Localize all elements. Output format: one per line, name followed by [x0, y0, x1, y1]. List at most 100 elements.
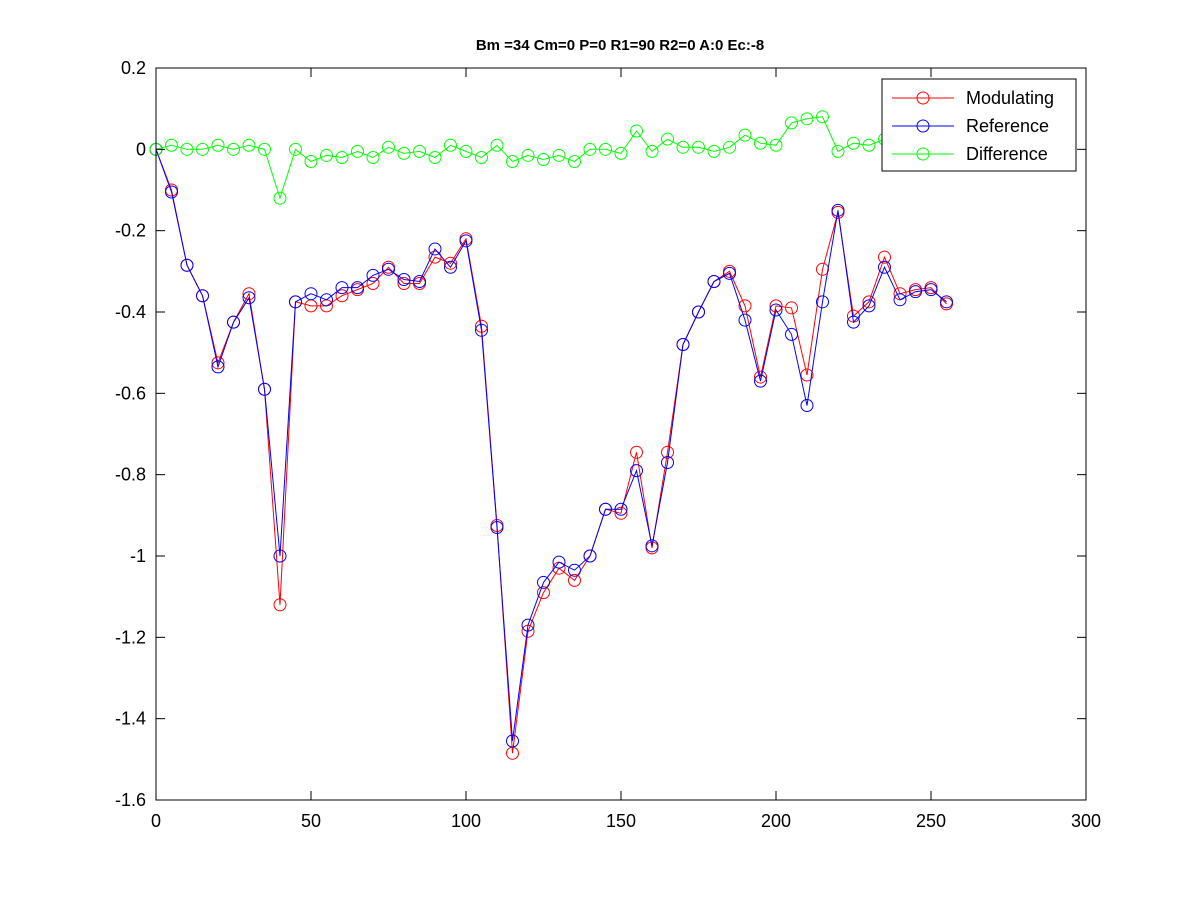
difference-point: [165, 138, 178, 152]
ticks-layer: 0 50 100 150 200 250 300 0.2 0 -0.2 -0.4 -0.6 -0.8 -1…: [115, 58, 1101, 831]
difference-point: [707, 144, 721, 158]
difference-point: [800, 112, 814, 126]
modulating-point: [661, 445, 674, 459]
difference-point: [537, 153, 550, 166]
difference-point: [754, 136, 767, 150]
difference-point: [320, 148, 333, 162]
x-tick-label: 0: [151, 811, 161, 831]
reference-line: [155, 149, 947, 742]
difference-point: [692, 140, 705, 154]
difference-point: [676, 140, 690, 154]
difference-point: [506, 155, 519, 169]
reference-point: [335, 281, 349, 295]
difference-point: [738, 128, 752, 142]
reference-point: [599, 502, 612, 516]
reference-point: [242, 291, 256, 305]
reference-point: [428, 242, 442, 256]
modulating-point: [614, 506, 628, 520]
legend-swatch-marker: [916, 119, 930, 133]
legend-item-modulating: Modulating: [892, 88, 1054, 108]
difference-point: [366, 150, 380, 164]
difference-point: [630, 124, 643, 138]
reference-point: [661, 455, 674, 469]
reference-point: [909, 285, 922, 299]
difference-point: [273, 191, 287, 205]
x-tick-label: 100: [451, 811, 481, 831]
x-tick-label: 150: [606, 811, 636, 831]
reference-point: [320, 293, 333, 307]
difference-point: [661, 132, 674, 146]
difference-point: [645, 144, 659, 158]
reference-point: [847, 315, 860, 329]
reference-point: [816, 295, 829, 309]
difference-point: [180, 142, 194, 156]
reference-point: [165, 185, 178, 199]
legend-label-difference: Difference: [966, 144, 1048, 164]
reference-point: [614, 502, 628, 516]
difference-point: [723, 140, 736, 154]
reference-point: [444, 260, 457, 274]
y-tick-label: -0.8: [115, 465, 146, 485]
legend-box: [881, 78, 1077, 172]
plot-area: [156, 68, 1086, 800]
modulating-point: [397, 277, 411, 291]
chart-title: Bm =34 Cm=0 P=0 R1=90 R2=0 A:0 Ec:-8: [476, 37, 764, 54]
y-tick-label: -1.2: [115, 627, 146, 647]
modulating-point: [444, 256, 457, 270]
difference-point: [521, 148, 535, 162]
modulating-point: [537, 586, 550, 600]
difference-point: [382, 140, 395, 154]
x-tick-label: 300: [1071, 811, 1101, 831]
legend-item-difference: Difference: [892, 144, 1048, 164]
reference-point: [258, 382, 271, 396]
x-tick-label: 250: [916, 811, 946, 831]
legend-item-reference: Reference: [892, 116, 1049, 136]
modulating-point: [878, 250, 891, 264]
y-tick-label: -0.2: [115, 221, 146, 241]
modulating-point: [785, 301, 798, 315]
difference-point: [568, 155, 581, 169]
modulating-point: [630, 445, 643, 459]
difference-point: [831, 144, 845, 158]
difference-point: [599, 142, 612, 156]
reference-point: [196, 289, 209, 303]
difference-point: [428, 150, 442, 164]
difference-point: [304, 155, 318, 169]
difference-point: [258, 142, 271, 156]
legend-label-modulating: Modulating: [966, 88, 1054, 108]
y-tick-label: -1.4: [115, 709, 146, 729]
reference-point: [785, 327, 798, 341]
y-tick-label: -1.6: [115, 790, 146, 810]
difference-point: [862, 138, 876, 152]
reference-point: [490, 521, 504, 535]
reference-point: [413, 275, 426, 288]
difference-point: [490, 138, 504, 152]
difference-point: [785, 116, 798, 130]
reference-point: [521, 618, 535, 632]
reference-point: [738, 313, 752, 327]
modulating-point: [800, 368, 814, 382]
reference-point: [459, 234, 473, 248]
reference-point: [211, 360, 225, 374]
difference-point: [335, 150, 349, 164]
reference-point: [397, 272, 411, 286]
difference-point: [475, 150, 488, 164]
modulating-point: [366, 277, 380, 291]
legend-swatch-marker: [916, 147, 930, 161]
reference-point: [351, 281, 364, 295]
y-tick-label: -1: [130, 546, 146, 566]
modulating-point: [568, 573, 581, 587]
difference-point: [847, 136, 860, 150]
modulating-point: [738, 299, 752, 313]
reference-point: [893, 293, 907, 307]
difference-point: [397, 146, 411, 160]
reference-point: [568, 563, 581, 577]
modulating-point: [273, 598, 287, 612]
legend-swatch-marker: [916, 91, 930, 105]
reference-point: [366, 268, 380, 282]
reference-point: [227, 315, 240, 329]
difference-series: [149, 110, 953, 205]
difference-point: [351, 144, 364, 158]
reference-point: [537, 575, 550, 589]
